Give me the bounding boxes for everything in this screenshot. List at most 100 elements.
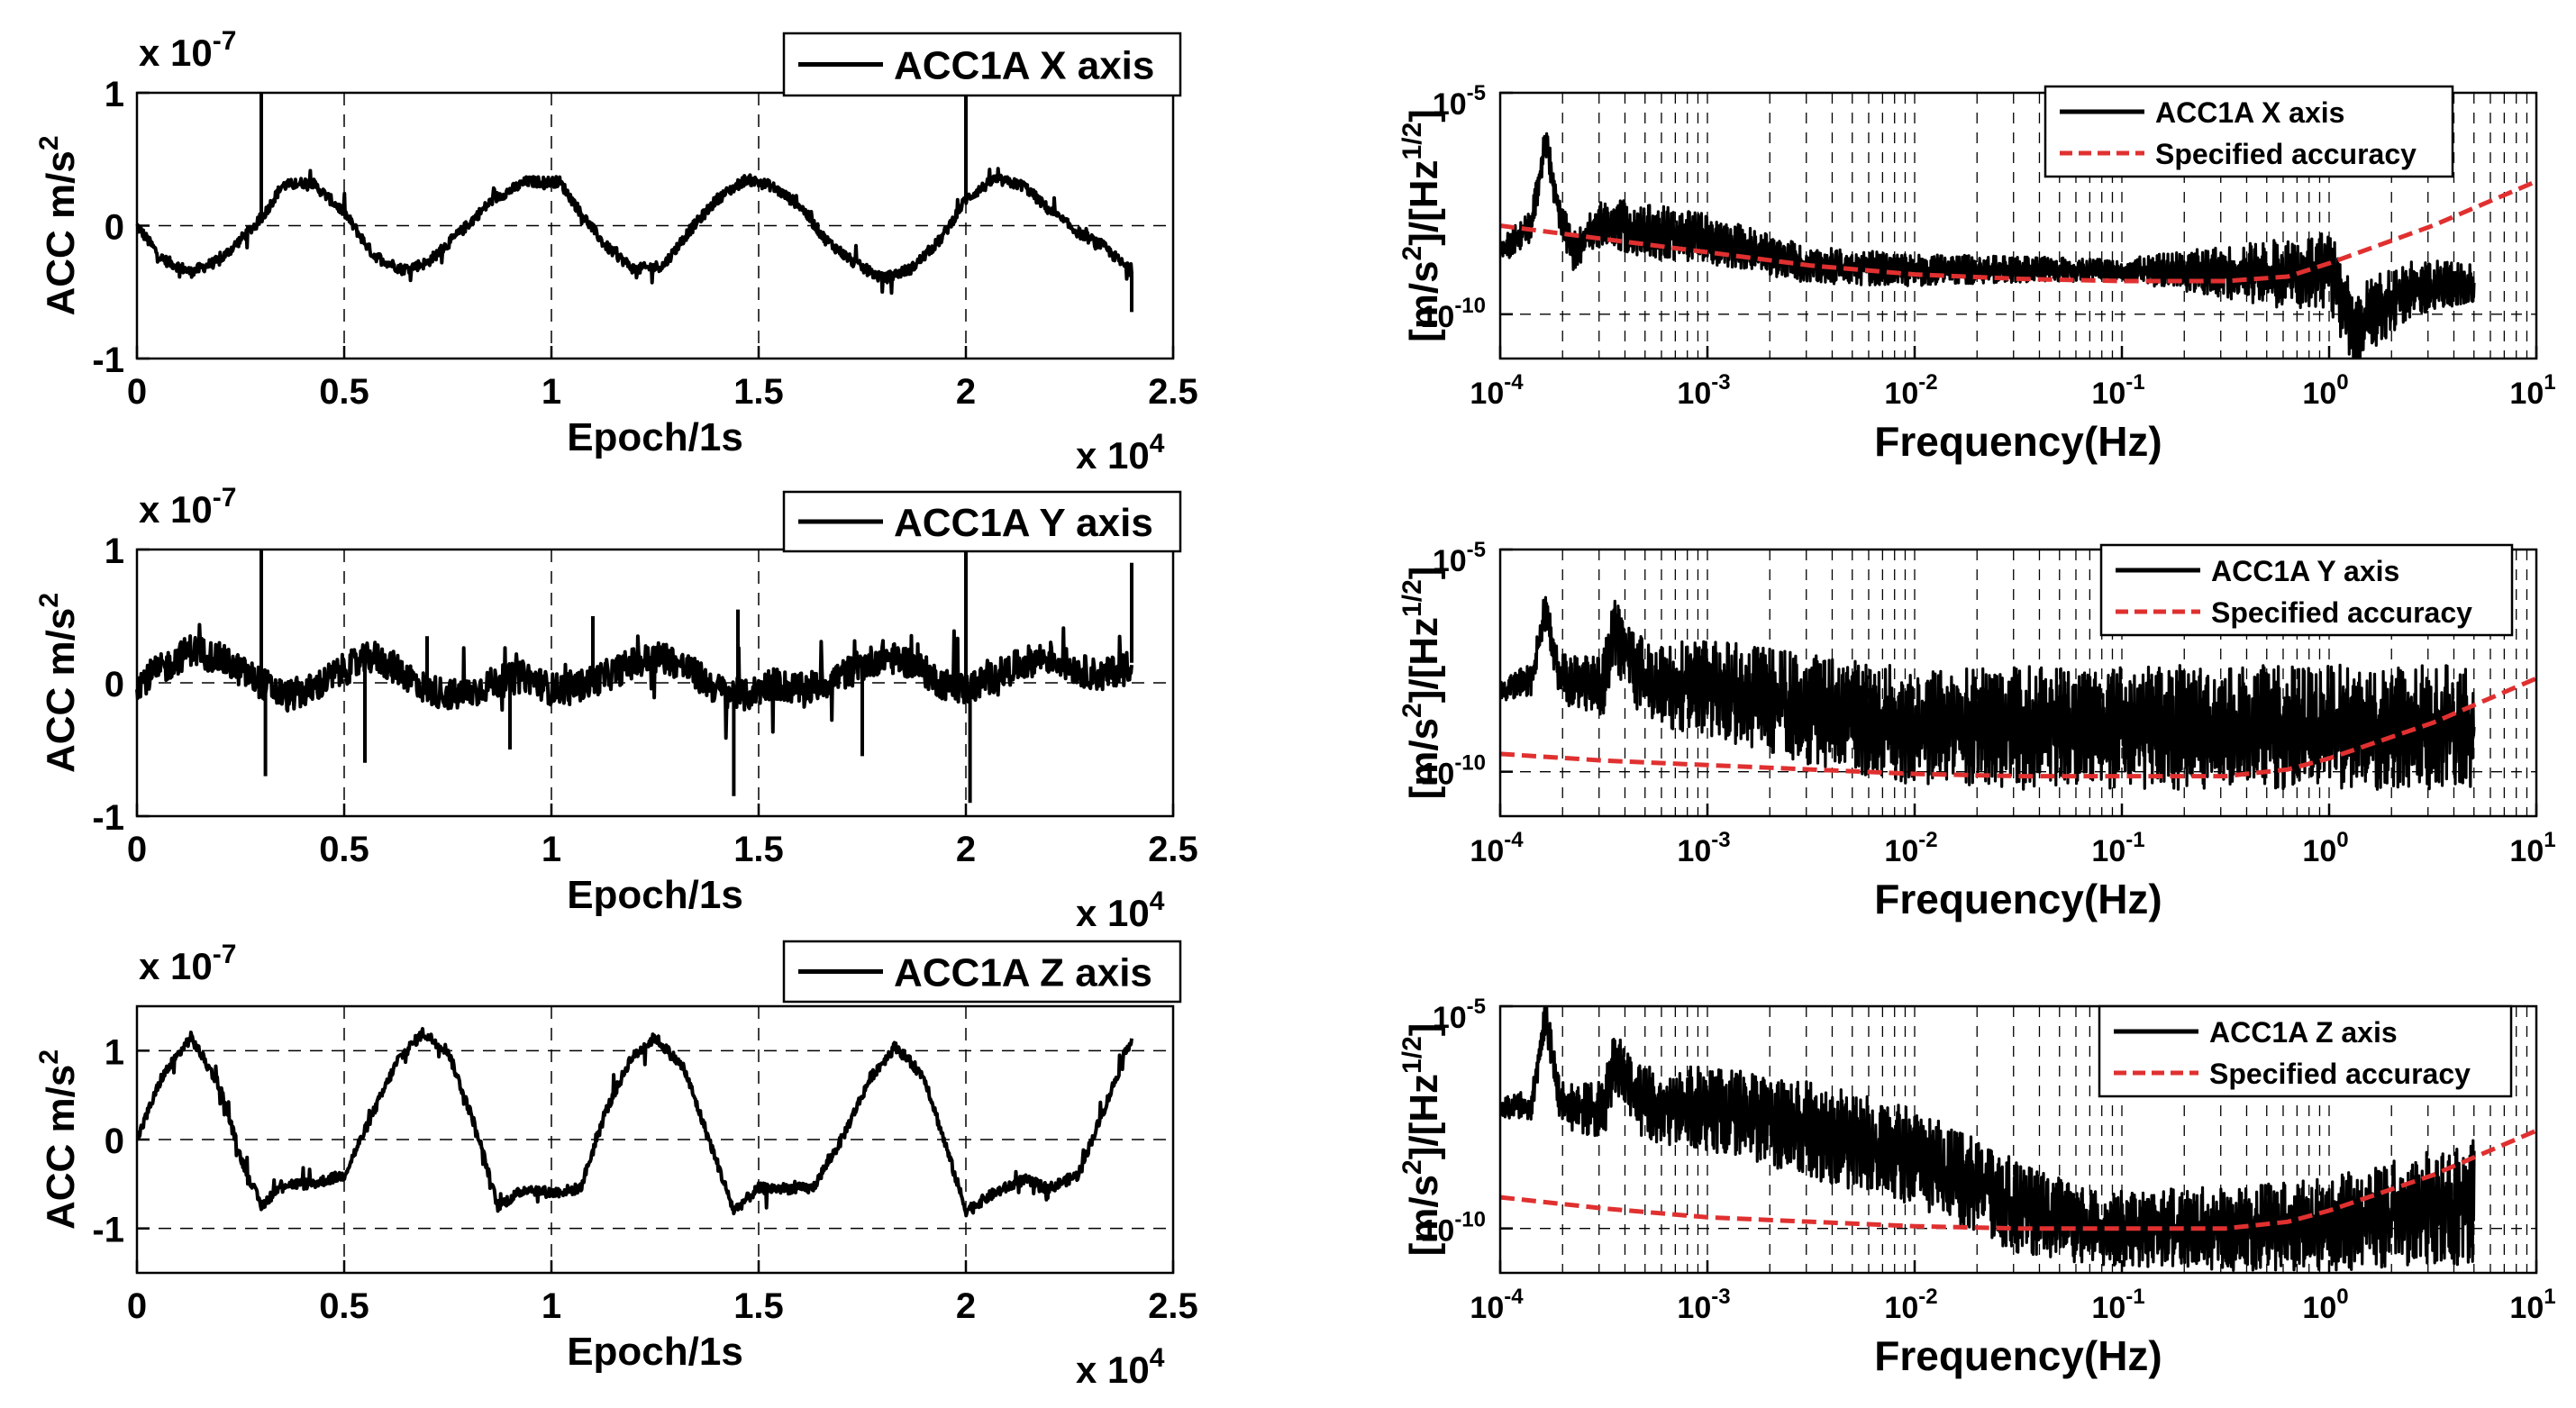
y-multiplier-base: x 10 bbox=[139, 945, 213, 987]
y-multiplier-base: x 10 bbox=[139, 32, 213, 74]
x-tick-label: 1.5 bbox=[733, 1286, 784, 1326]
y-tick-label: 1 bbox=[105, 531, 124, 571]
y-axis-label: ACC m/s2 bbox=[34, 1049, 83, 1230]
y-multiplier: x 10-7 bbox=[139, 483, 236, 531]
y-tick-label: 1 bbox=[105, 1032, 124, 1072]
tick-exp: -5 bbox=[1467, 81, 1486, 105]
y-tick-label: 0 bbox=[105, 208, 124, 248]
y-tick-label: 0 bbox=[105, 665, 124, 704]
tick-exp: -1 bbox=[2125, 370, 2144, 395]
series-line-specified bbox=[1500, 1128, 2536, 1231]
y-axis-label: [m/s2]/[Hz1/2] bbox=[1397, 1023, 1446, 1257]
x-multiplier-exp: 4 bbox=[1150, 886, 1165, 916]
x-tick-label: 2.5 bbox=[1148, 372, 1198, 412]
y-label-sup: 2 bbox=[34, 135, 64, 150]
legend: ACC1A X axis Specified accuracy bbox=[2044, 85, 2454, 178]
x-tick-label: 10-3 bbox=[1677, 828, 1730, 868]
psd-plot-psd-y: 10-4 10-3 10-2 10-1 100 10110-1010-5Frequency… bbox=[1397, 538, 2556, 922]
legend: ACC1A Z axis bbox=[782, 940, 1182, 1004]
plot-area bbox=[1500, 595, 2536, 791]
x-tick-label: 1 bbox=[542, 372, 561, 412]
tick-base: 10 bbox=[1884, 834, 1918, 868]
label-part: ]/[Hz bbox=[1402, 1074, 1446, 1159]
tick-exp: -1 bbox=[2125, 828, 2144, 852]
tick-exp: -3 bbox=[1711, 1285, 1730, 1309]
superscript: 2 bbox=[1397, 703, 1427, 718]
x-tick-label: 101 bbox=[2509, 370, 2555, 411]
x-tick-label: 0.5 bbox=[319, 1286, 369, 1326]
tick-base: 10 bbox=[2302, 1291, 2336, 1325]
superscript: 1/2 bbox=[1397, 123, 1427, 160]
y-multiplier-base: x 10 bbox=[139, 488, 213, 531]
legend-label-specified: Specified accuracy bbox=[2209, 1058, 2471, 1090]
tick-base: 10 bbox=[2091, 834, 2125, 868]
x-tick-label: 100 bbox=[2302, 828, 2348, 868]
y-label-text: ACC m/s bbox=[39, 150, 83, 315]
x-tick-label: 10-4 bbox=[1470, 1285, 1524, 1325]
series-line-specified bbox=[1500, 676, 2536, 779]
label-part: [m/s bbox=[1402, 1175, 1446, 1256]
x-tick-label: 2 bbox=[956, 1286, 976, 1326]
tick-exp: -2 bbox=[1918, 828, 1937, 852]
tick-base: 10 bbox=[1433, 1001, 1467, 1035]
tick-base: 10 bbox=[1470, 1291, 1504, 1325]
tick-base: 10 bbox=[1420, 1214, 1454, 1249]
x-tick-label: 100 bbox=[2302, 1285, 2348, 1325]
y-label-sup: 2 bbox=[34, 593, 64, 608]
y-axis-label: [m/s2]/[Hz1/2] bbox=[1397, 109, 1446, 342]
tick-exp: -3 bbox=[1711, 828, 1730, 852]
x-axis-label: Frequency(Hz) bbox=[1874, 876, 2162, 922]
x-tick-label: 0.5 bbox=[319, 372, 369, 412]
series-line-measured bbox=[1500, 595, 2476, 791]
psd-plot-psd-z: 10-4 10-3 10-2 10-1 100 10110-1010-5Frequency… bbox=[1397, 995, 2556, 1379]
tick-exp: 1 bbox=[2544, 1285, 2555, 1309]
y-tick-label: 1 bbox=[105, 75, 124, 114]
label-part: [m/s bbox=[1402, 260, 1446, 341]
x-tick-label: 2 bbox=[956, 830, 976, 869]
y-tick-label: -1 bbox=[92, 341, 124, 380]
legend-label: ACC1A Z axis bbox=[894, 951, 1152, 995]
tick-base: 10 bbox=[1677, 834, 1711, 868]
y-tick-label: 10-10 bbox=[1420, 294, 1486, 334]
legend: ACC1A Y axis bbox=[782, 490, 1182, 553]
tick-base: 10 bbox=[2091, 1291, 2125, 1325]
y-label-text: ACC m/s bbox=[39, 1065, 83, 1230]
superscript: 1/2 bbox=[1397, 579, 1427, 617]
x-multiplier-base: x 10 bbox=[1076, 892, 1150, 934]
y-multiplier: x 10-7 bbox=[139, 940, 236, 987]
plot-area bbox=[1500, 1006, 2536, 1272]
tick-exp: -10 bbox=[1454, 1208, 1486, 1232]
tick-exp: 0 bbox=[2336, 828, 2348, 852]
axes-frame bbox=[1498, 1004, 2538, 1275]
series-line-time-x bbox=[135, 167, 1133, 295]
tick-exp: 1 bbox=[2544, 828, 2555, 852]
x-multiplier-base: x 10 bbox=[1076, 434, 1150, 477]
legend: ACC1A Z axis Specified accuracy bbox=[2098, 1004, 2513, 1098]
y-axis-label: ACC m/s2 bbox=[34, 135, 83, 315]
tick-exp: -2 bbox=[1918, 1285, 1937, 1309]
x-tick-label: 10-2 bbox=[1884, 1285, 1937, 1325]
y-multiplier-exp: -7 bbox=[213, 483, 237, 513]
y-multiplier-exp: -7 bbox=[213, 940, 237, 969]
tick-base: 10 bbox=[2091, 377, 2125, 411]
y-axis-label: [m/s2]/[Hz1/2] bbox=[1397, 567, 1446, 800]
legend-label-measured: ACC1A Y axis bbox=[2211, 555, 2399, 587]
tick-exp: -10 bbox=[1454, 751, 1486, 776]
tick-exp: -4 bbox=[1504, 1285, 1524, 1309]
x-tick-label: 2.5 bbox=[1148, 830, 1198, 869]
tick-exp: -4 bbox=[1504, 828, 1524, 852]
series-line-measured bbox=[1500, 132, 2476, 359]
superscript: 2 bbox=[1397, 1159, 1427, 1175]
tick-base: 10 bbox=[1470, 834, 1504, 868]
y-tick-label: 10-10 bbox=[1420, 1208, 1486, 1249]
x-multiplier: x 104 bbox=[1076, 886, 1165, 934]
x-tick-label: 1.5 bbox=[733, 372, 784, 412]
legend: ACC1A Y axis Specified accuracy bbox=[2099, 543, 2514, 637]
tick-base: 10 bbox=[1433, 544, 1467, 578]
y-tick-label: 10-5 bbox=[1433, 995, 1486, 1035]
y-tick-label: 0 bbox=[105, 1122, 124, 1161]
tick-base: 10 bbox=[1677, 1291, 1711, 1325]
tick-exp: 0 bbox=[2336, 1285, 2348, 1309]
x-tick-label: 101 bbox=[2509, 1285, 2555, 1325]
